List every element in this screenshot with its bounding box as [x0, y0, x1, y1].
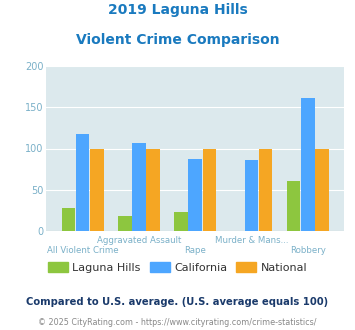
Bar — [146, 148, 160, 231]
Bar — [90, 148, 104, 231]
Text: All Violent Crime: All Violent Crime — [47, 246, 119, 255]
Bar — [189, 159, 202, 231]
Bar — [76, 135, 89, 231]
Bar — [132, 143, 146, 231]
Bar — [301, 98, 315, 231]
Legend: Laguna Hills, California, National: Laguna Hills, California, National — [43, 258, 312, 277]
Text: Compared to U.S. average. (U.S. average equals 100): Compared to U.S. average. (U.S. average … — [26, 297, 329, 307]
Text: 2019 Laguna Hills: 2019 Laguna Hills — [108, 3, 247, 17]
Bar — [174, 212, 188, 231]
Bar — [315, 148, 329, 231]
Text: Murder & Mans...: Murder & Mans... — [215, 236, 288, 245]
Text: Aggravated Assault: Aggravated Assault — [97, 236, 181, 245]
Text: © 2025 CityRating.com - https://www.cityrating.com/crime-statistics/: © 2025 CityRating.com - https://www.city… — [38, 318, 317, 327]
Bar — [287, 181, 300, 231]
Text: Violent Crime Comparison: Violent Crime Comparison — [76, 33, 279, 47]
Bar — [259, 148, 272, 231]
Text: Robbery: Robbery — [290, 246, 326, 255]
Bar — [62, 208, 75, 231]
Bar — [118, 216, 132, 231]
Text: Rape: Rape — [184, 246, 206, 255]
Bar — [203, 148, 216, 231]
Bar — [245, 160, 258, 231]
